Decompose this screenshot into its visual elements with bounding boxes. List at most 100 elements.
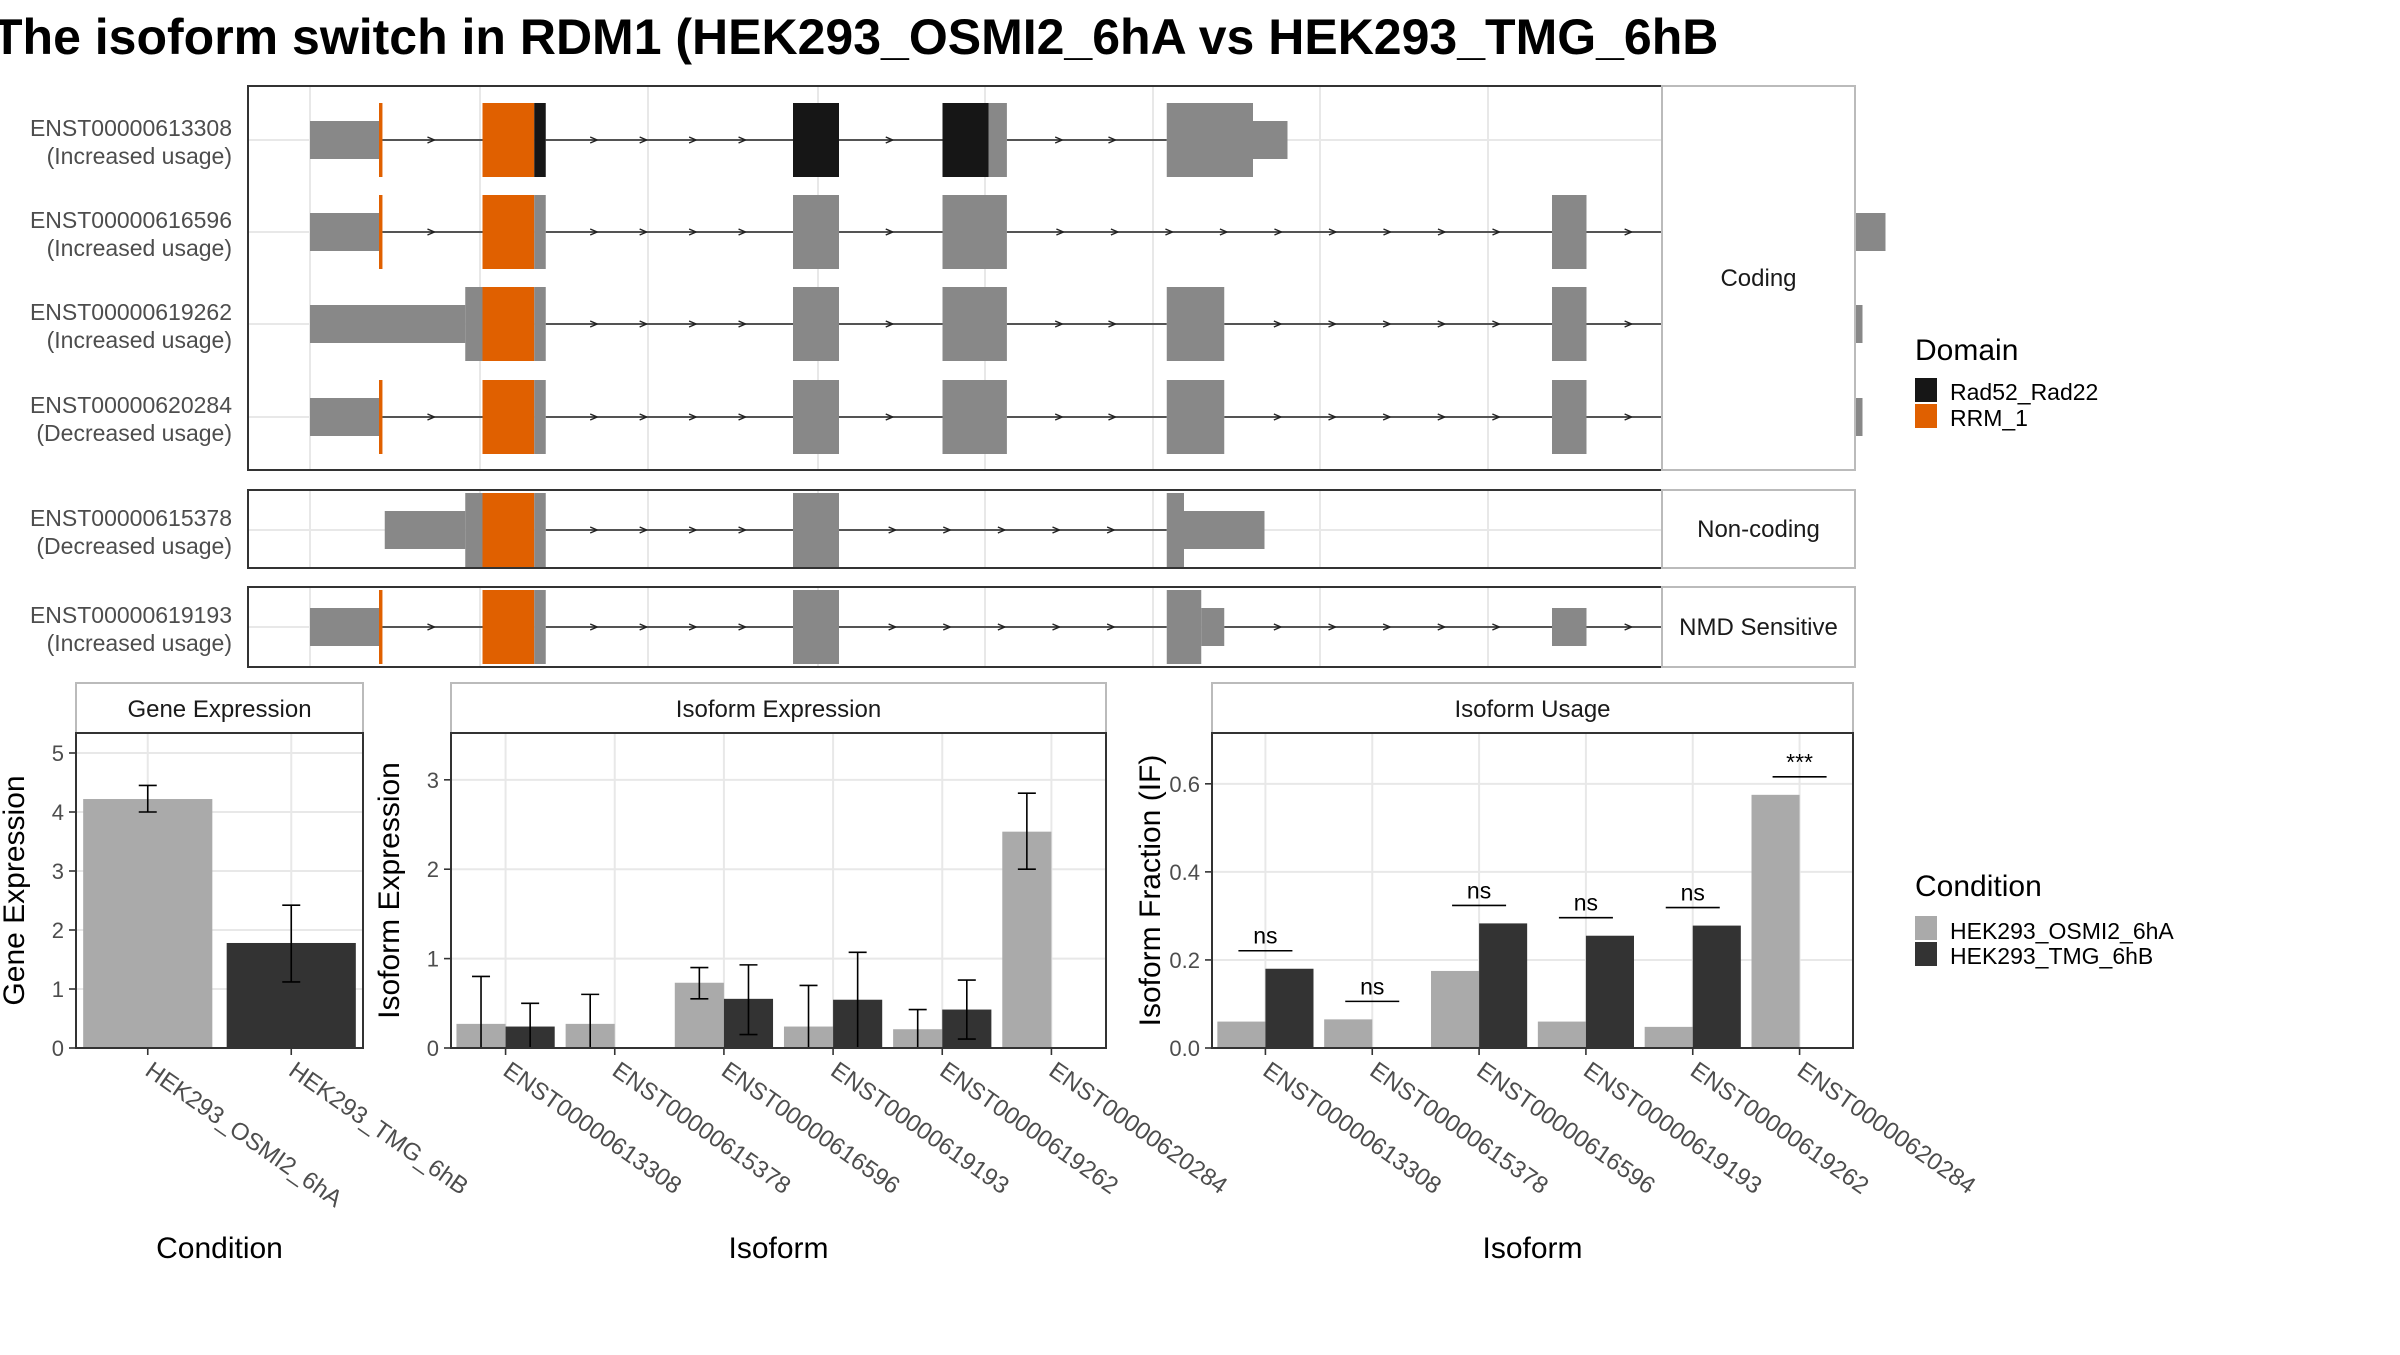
bar — [1692, 925, 1741, 1048]
y-tick-label: 5 — [52, 741, 64, 766]
intron-arrow — [997, 623, 1007, 631]
panel-border — [75, 732, 364, 1049]
significance-label: ns — [1681, 880, 1705, 906]
figure-title: The isoform switch in RDM1 (HEK293_OSMI2… — [0, 9, 1718, 65]
intron-arrow — [589, 320, 599, 328]
significance-label: ns — [1574, 890, 1598, 916]
x-axis-title: Condition — [156, 1232, 283, 1265]
intron-arrow — [885, 413, 895, 421]
domain-legend-label-rrm: RRM_1 — [1950, 405, 2028, 431]
y-axis-title: Gene Expression — [0, 775, 31, 1005]
intron-arrow — [639, 320, 649, 328]
exon-block — [465, 287, 483, 361]
intron-arrow — [738, 623, 748, 631]
intron-arrow — [688, 526, 698, 534]
domain-exon-segment — [482, 590, 535, 664]
exon-block — [1166, 103, 1253, 177]
intron-arrow — [1624, 320, 1634, 328]
intron-arrow — [1054, 320, 1064, 328]
intron-arrow — [639, 413, 649, 421]
intron-arrow — [1492, 623, 1502, 631]
facet-strip — [1661, 85, 1856, 471]
transcript-usage-label: (Increased usage) — [47, 327, 232, 353]
intron-arrow — [1382, 320, 1392, 328]
panel-border — [1211, 732, 1854, 1049]
exon-block — [793, 380, 839, 454]
intron-arrow — [1437, 623, 1447, 631]
intron-arrow — [1328, 320, 1338, 328]
y-tick-label: 2 — [427, 857, 439, 882]
exon-block — [1184, 511, 1265, 549]
y-tick-label: 0.6 — [1169, 772, 1200, 797]
domain-exon-segment — [482, 103, 535, 177]
domain-exon-segment — [379, 195, 383, 269]
facet-strip-label: Isoform Expression — [676, 696, 881, 723]
domain-exon-segment — [482, 380, 535, 454]
bar — [1585, 935, 1634, 1048]
intron-arrow — [888, 526, 898, 534]
transcript-usage-label: (Increased usage) — [47, 143, 232, 169]
intron-arrow — [1624, 228, 1634, 236]
exon-block — [534, 590, 546, 664]
intron-arrow — [1437, 228, 1447, 236]
domain-exon-segment — [534, 103, 546, 177]
transcript-id-label: ENST00000613308 — [30, 115, 232, 141]
transcript-id-label: ENST00000615378 — [30, 505, 232, 531]
x-tick-label: ENST00000616596 — [1472, 1057, 1660, 1200]
y-tick-label: 1 — [52, 977, 64, 1002]
intron-arrow — [885, 320, 895, 328]
y-tick-label: 2 — [52, 918, 64, 943]
intron-arrow — [1054, 136, 1064, 144]
intron-arrow — [1492, 228, 1502, 236]
panel-border — [450, 732, 1107, 1049]
y-tick-label: 1 — [427, 947, 439, 972]
transcript-id-label: ENST00000619262 — [30, 299, 232, 325]
intron-arrow — [688, 413, 698, 421]
exon-block — [1253, 121, 1288, 159]
transcript-id-label: ENST00000619193 — [30, 602, 232, 628]
exon-block — [793, 195, 839, 269]
isoform-expression-panel: Isoform Expression0123ENST00000613308ENS… — [373, 682, 1232, 1265]
exon-block — [1166, 590, 1202, 664]
x-tick-label: ENST00000619193 — [826, 1057, 1014, 1200]
condition-legend-title: Condition — [1915, 870, 2042, 903]
transcript-id-label: ENST00000616596 — [30, 207, 232, 233]
exon-block — [1552, 287, 1587, 361]
intron-arrow — [1052, 526, 1062, 534]
exon-block — [1552, 608, 1587, 646]
exon-block — [310, 121, 379, 159]
transcript-usage-label: (Increased usage) — [47, 630, 232, 656]
facet-strip — [1211, 682, 1854, 734]
intron-arrow — [427, 413, 437, 421]
x-tick-label: ENST00000620284 — [1044, 1057, 1232, 1200]
exon-block — [1201, 608, 1225, 646]
facet-strip — [75, 682, 364, 734]
intron-arrow — [1273, 623, 1283, 631]
y-tick-label: 4 — [52, 800, 64, 825]
intron-arrow — [1273, 413, 1283, 421]
exon-block — [1166, 287, 1225, 361]
exon-block — [793, 287, 839, 361]
x-tick-label: ENST00000619262 — [1685, 1057, 1873, 1200]
intron-arrow — [1382, 623, 1392, 631]
condition-legend-key-osmi2 — [1915, 916, 1937, 940]
significance-label: *** — [1786, 749, 1813, 775]
intron-arrow — [942, 623, 953, 631]
domain-legend-key-rrm — [1915, 404, 1937, 428]
transcript-usage-label: (Decreased usage) — [36, 420, 232, 446]
domain-legend-title: Domain — [1915, 334, 2018, 367]
intron-arrow — [639, 228, 649, 236]
condition-legend: Condition HEK293_OSMI2_6hA HEK293_TMG_6h… — [1915, 870, 2174, 969]
domain-exon-segment — [379, 380, 383, 454]
transcript-track: ENST00000613308(Increased usage) — [30, 103, 1288, 177]
bar — [1265, 968, 1314, 1048]
intron-arrow — [688, 320, 698, 328]
intron-arrow — [1437, 413, 1447, 421]
intron-arrow — [1274, 228, 1284, 236]
transcript-usage-label: (Increased usage) — [47, 235, 232, 261]
facet-strip-label: Non-coding — [1697, 516, 1820, 543]
domain-exon-segment — [482, 195, 535, 269]
intron-arrow — [589, 228, 599, 236]
